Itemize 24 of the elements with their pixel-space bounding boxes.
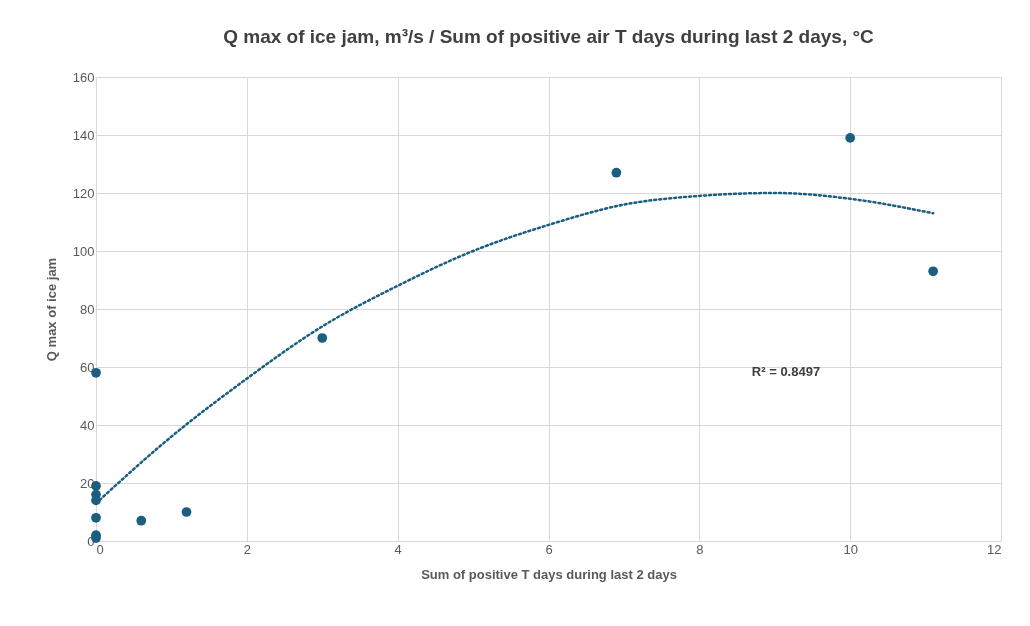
point	[845, 133, 856, 143]
x-tick-label: 6	[545, 541, 553, 557]
y-tick-label: 100	[72, 243, 95, 259]
y-tick-label: 40	[80, 417, 95, 433]
x-tick-label: 12	[987, 541, 1002, 557]
y-tick-label: 120	[72, 185, 95, 201]
point	[136, 515, 147, 526]
x-axis-title: Sum of positive T days during last 2 days	[421, 566, 677, 582]
point	[611, 167, 622, 178]
chart-title: Q max of ice jam, m³/s / Sum of positive air T days during last 2 days, °C	[223, 26, 875, 47]
y-tick-label: 80	[80, 301, 95, 317]
y-tick-label: 160	[72, 69, 95, 85]
point	[91, 512, 101, 523]
y-axis-title: Q max of ice jam	[43, 257, 59, 362]
x-tick-label: 8	[696, 541, 704, 557]
x-tick-label: 10	[843, 541, 858, 557]
x-tick-label: 4	[394, 541, 402, 557]
y-tick-label: 60	[80, 359, 95, 375]
y-tick-label: 140	[72, 127, 95, 143]
point	[181, 507, 192, 517]
annotation: R² = 0.8497	[751, 364, 821, 379]
x-tick-label: 2	[243, 541, 251, 557]
point	[928, 266, 938, 277]
point	[317, 333, 328, 343]
